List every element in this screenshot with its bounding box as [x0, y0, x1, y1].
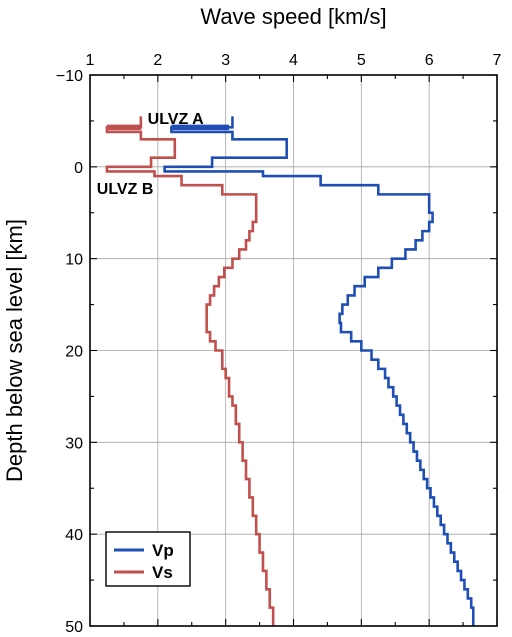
x-tick-label-3: 4: [289, 52, 298, 69]
legend-label-vs: Vs: [152, 563, 173, 582]
x-tick-label-4: 5: [357, 52, 366, 69]
legend: Vp Vs: [105, 531, 191, 587]
y-tick-label-6: 50: [65, 619, 83, 636]
series-lines: [105, 116, 475, 626]
y-axis-title: Depth below sea level [km]: [2, 219, 27, 482]
grid: [90, 75, 497, 626]
y-tick-label-5: 40: [65, 527, 83, 544]
y-tick-label-0: −10: [56, 68, 83, 85]
x-tick-label-6: 7: [493, 52, 502, 69]
y-tick-label-1: 0: [74, 160, 83, 177]
y-tick-label-4: 30: [65, 435, 83, 452]
annotations: ULVZ A ULVZ B: [97, 111, 204, 198]
series-line-vp: [163, 116, 475, 626]
annotation-ulvz-a: ULVZ A: [148, 111, 204, 128]
x-tick-label-5: 6: [425, 52, 434, 69]
axis-ticks: [89, 74, 498, 627]
x-axis-title: Wave speed [km/s]: [200, 4, 386, 29]
x-tick-label-0: 1: [86, 52, 95, 69]
y-tick-label-2: 10: [65, 252, 83, 269]
y-tick-label-3: 20: [65, 344, 83, 361]
annotation-ulvz-b: ULVZ B: [97, 181, 154, 198]
x-tick-label-1: 2: [153, 52, 162, 69]
y-tick-labels: −10 0 10 20 30 40 50: [56, 68, 83, 636]
legend-box: [105, 531, 191, 587]
legend-label-vp: Vp: [152, 541, 174, 560]
x-tick-labels: 1 2 3 4 5 6 7: [86, 52, 502, 69]
x-tick-label-2: 3: [221, 52, 230, 69]
series-line-vs: [105, 116, 275, 626]
